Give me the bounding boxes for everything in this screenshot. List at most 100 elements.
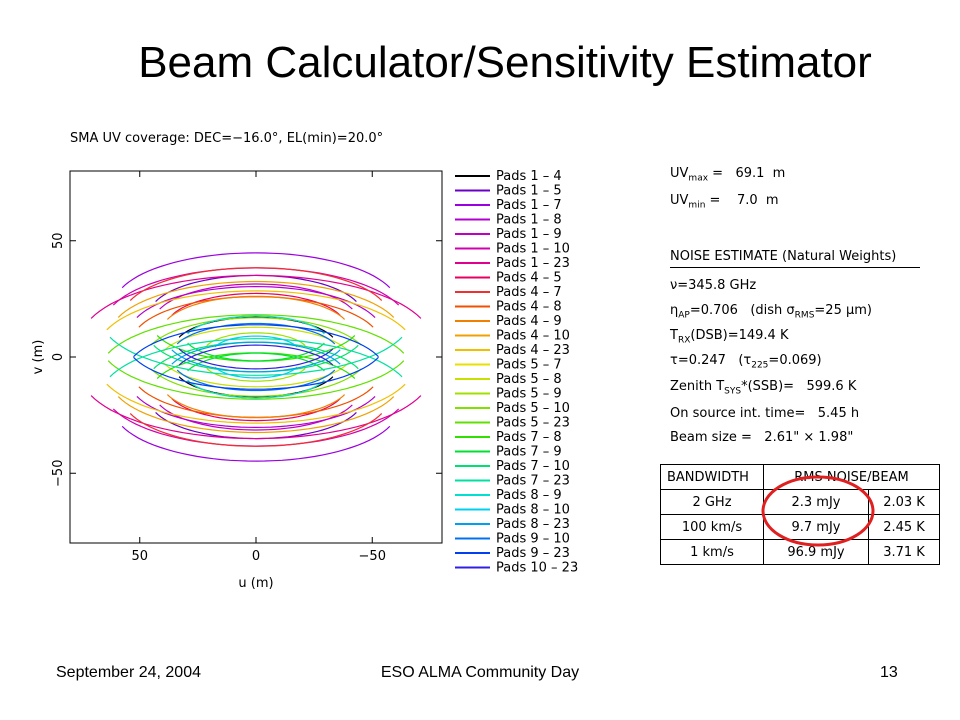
table-row: 100 km/s 9.7 mJy 2.45 K xyxy=(660,514,940,540)
noise-heading: NOISE ESTIMATE (Natural Weights) xyxy=(670,249,897,264)
uv-tracks xyxy=(90,252,422,462)
legend-label: Pads 9 – 10 xyxy=(496,532,570,547)
eta-line: ηAP=0.706 (dish σRMS=25 μm) xyxy=(670,303,872,321)
table-cell: 2.3 mJy xyxy=(763,489,869,515)
uv-track xyxy=(214,366,298,379)
legend-label: Pads 9 – 23 xyxy=(496,546,570,561)
legend-label: Pads 8 – 10 xyxy=(496,503,570,518)
uv-track xyxy=(156,352,356,379)
beam-line: Beam size = 2.61" × 1.98" xyxy=(670,430,854,445)
footer-date: September 24, 2004 xyxy=(56,664,201,681)
legend-label: Pads 5 – 8 xyxy=(496,372,562,387)
legend-label: Pads 1 – 23 xyxy=(496,256,570,271)
uv-track xyxy=(171,341,341,365)
uvmax-value: = 69.1 m xyxy=(712,166,786,181)
uvmin-sub: min xyxy=(688,200,706,211)
onsource-line: On source int. time= 5.45 h xyxy=(670,406,860,421)
legend-label: Pads 10 – 23 xyxy=(496,561,578,576)
uv-track xyxy=(90,274,422,319)
table-cell: 2.03 K xyxy=(868,489,940,515)
uv-track xyxy=(178,348,334,370)
trx-value: (DSB)=149.4 K xyxy=(690,328,789,343)
uv-track xyxy=(121,252,391,289)
legend-label: Pads 5 – 10 xyxy=(496,401,570,416)
uvmin-line: UVmin = 7.0 m xyxy=(670,193,779,211)
x-tick-label: −50 xyxy=(359,549,386,564)
legend-label: Pads 7 – 10 xyxy=(496,459,570,474)
legend-label: Pads 7 – 8 xyxy=(496,430,562,445)
uv-track xyxy=(178,344,334,366)
zenith-line: Zenith TSYS*(SSB)= 599.6 K xyxy=(670,379,856,397)
noise-table: BANDWIDTH RMS NOISE/BEAM 2 GHz 2.3 mJy 2… xyxy=(660,464,940,565)
legend-label: Pads 4 – 9 xyxy=(496,314,562,329)
table-cell: 100 km/s xyxy=(660,514,764,540)
uv-track xyxy=(206,367,306,382)
uv-track xyxy=(138,296,374,328)
zenith-value: *(SSB)= 599.6 K xyxy=(741,379,857,394)
uv-track xyxy=(138,386,374,418)
table-cell: 2.45 K xyxy=(868,514,940,540)
eta-value: =0.706 (dish σ xyxy=(689,303,795,318)
y-tick-label: 0 xyxy=(51,353,66,361)
tau-value: τ=0.247 (τ xyxy=(670,353,752,368)
uv-track xyxy=(121,425,391,462)
legend-label: Pads 5 – 7 xyxy=(496,358,562,373)
uv-track xyxy=(107,314,405,354)
legend-label: Pads 1 – 9 xyxy=(496,227,562,242)
uv-track xyxy=(159,404,353,431)
legend-label: Pads 4 – 10 xyxy=(496,329,570,344)
uv-track xyxy=(150,317,362,346)
uv-track xyxy=(166,295,346,320)
tau-sub: 225 xyxy=(751,360,769,371)
uv-track xyxy=(214,335,298,348)
uv-track xyxy=(171,349,341,373)
table-cell: 1 km/s xyxy=(660,539,764,565)
eta-sigma-sub: RMS xyxy=(794,310,815,321)
table-cell: 96.9 mJy xyxy=(763,539,869,565)
legend-label: Pads 4 – 5 xyxy=(496,271,562,286)
table-cell: 2 GHz xyxy=(660,489,764,515)
uv-track xyxy=(187,379,325,399)
uv-track xyxy=(129,413,383,447)
uv-track xyxy=(133,324,379,358)
y-axis-label: v (m) xyxy=(31,340,46,375)
x-axis-label: u (m) xyxy=(238,576,273,591)
plot-frame xyxy=(69,170,443,544)
trx-line: TRX(DSB)=149.4 K xyxy=(670,328,788,346)
x-tick-label: 50 xyxy=(131,549,148,564)
legend-label: Pads 1 – 8 xyxy=(496,213,562,228)
trx-sub: RX xyxy=(677,335,691,346)
uvmin-label: UV xyxy=(670,193,689,208)
legend-label: Pads 1 – 7 xyxy=(496,198,562,213)
uv-track xyxy=(187,315,325,335)
uv-track xyxy=(206,332,306,347)
table-cell: 9.7 mJy xyxy=(763,514,869,540)
tau-tail: =0.069) xyxy=(768,353,822,368)
table-row: 2 GHz 2.3 mJy 2.03 K xyxy=(660,489,940,515)
y-tick-label: 50 xyxy=(51,232,66,249)
zenith-label: Zenith T xyxy=(670,379,725,394)
uv-track xyxy=(159,283,353,310)
legend-label: Pads 8 – 23 xyxy=(496,517,570,532)
legend-label: Pads 8 – 9 xyxy=(496,488,562,503)
axis-ticks: 50 0 −50 50 0 −50 xyxy=(51,171,442,564)
page-number: 13 xyxy=(880,664,898,681)
eta-sub: AP xyxy=(678,310,690,321)
legend-label: Pads 1 – 5 xyxy=(496,184,562,199)
legend-label: Pads 5 – 9 xyxy=(496,387,562,402)
uv-track xyxy=(176,369,336,392)
noise-heading-underline xyxy=(670,267,920,268)
legend-label: Pads 1 – 4 xyxy=(496,169,562,184)
eta-label: η xyxy=(670,303,679,318)
legend-label: Pads 4 – 7 xyxy=(496,285,562,300)
noise-table-header: BANDWIDTH RMS NOISE/BEAM xyxy=(660,464,940,490)
uv-track xyxy=(90,395,422,440)
table-row: 1 km/s 96.9 mJy 3.71 K xyxy=(660,539,940,565)
eta-tail: =25 μm) xyxy=(814,303,872,318)
uv-track xyxy=(117,280,395,318)
nu-line: ν=345.8 GHz xyxy=(670,278,757,293)
zenith-sub: SYS xyxy=(724,386,742,397)
table-cell: 3.71 K xyxy=(868,539,940,565)
